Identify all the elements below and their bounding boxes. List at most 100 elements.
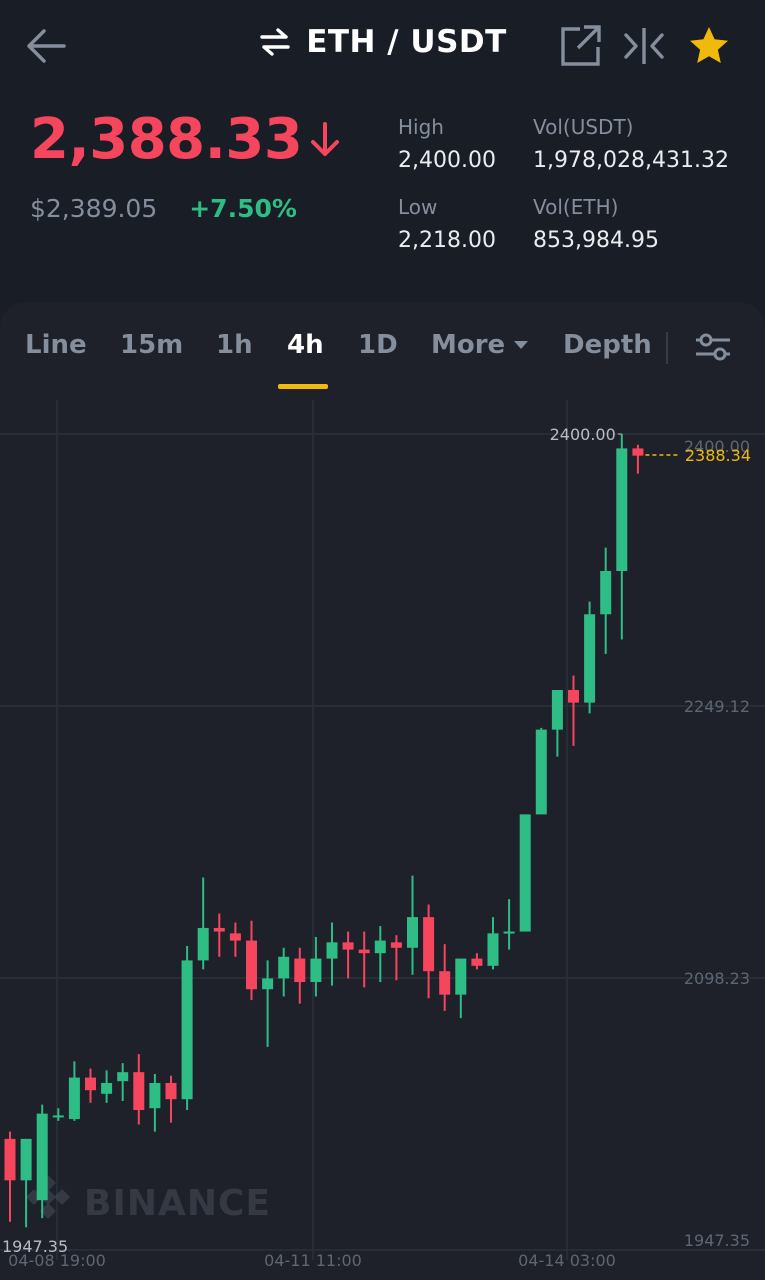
candle-body — [4, 1138, 16, 1181]
candle-body — [390, 942, 402, 948]
candle-body — [36, 1113, 48, 1201]
candle — [4, 1131, 16, 1222]
candle-body — [535, 729, 547, 815]
tab-more-label: More — [431, 330, 506, 360]
vol-eth-value: 853,984.95 — [533, 228, 659, 253]
tab-more[interactable]: More — [431, 330, 529, 360]
candle-body — [632, 448, 644, 456]
candle — [310, 936, 322, 997]
candle — [197, 877, 209, 970]
vol-usdt-label: Vol(USDT) — [533, 115, 634, 139]
candle-body — [294, 958, 306, 983]
active-tab-indicator — [278, 384, 328, 389]
compare-icon — [624, 28, 664, 64]
candle — [632, 444, 644, 474]
candle-body — [584, 614, 596, 703]
candle-body — [423, 917, 435, 972]
candle — [503, 899, 515, 950]
tab-divider — [666, 332, 668, 364]
candle — [423, 904, 435, 999]
star-icon — [690, 27, 728, 63]
candle-body — [455, 958, 467, 995]
tab-1h[interactable]: 1h — [216, 330, 253, 360]
candlestick-chart[interactable]: BINANCE 2400.00 2249.12 2098.23 1947.35 04-0… — [0, 390, 765, 1280]
candle — [278, 947, 290, 997]
candle-body — [133, 1072, 145, 1111]
usd-price: $2,389.05 — [30, 194, 158, 223]
top-bar: ETH / USDT — [0, 0, 765, 95]
favorite-button[interactable] — [687, 24, 731, 68]
candle-body — [262, 978, 274, 990]
tab-4h[interactable]: 4h — [287, 330, 324, 360]
candle — [165, 1075, 177, 1123]
last-price: 2,388.33 — [30, 112, 342, 168]
x-tick-label: 04-11 11:00 — [264, 1251, 362, 1270]
candle — [455, 958, 467, 1019]
external-link-icon — [561, 25, 601, 66]
vol-usdt-value: 1,978,028,431.32 — [533, 148, 729, 173]
candle-body — [503, 931, 515, 934]
sliders-icon — [696, 333, 730, 361]
y-tick-label: 2098.23 — [684, 969, 750, 988]
last-price-label: 2388.34 — [685, 446, 751, 465]
candle-body — [600, 571, 612, 615]
tab-line[interactable]: Line — [25, 330, 87, 360]
low-label: Low — [398, 195, 438, 219]
back-button[interactable] — [22, 24, 70, 68]
pair-title: ETH / USDT — [306, 24, 507, 60]
candle-body — [616, 448, 628, 572]
candle-body — [278, 956, 290, 979]
candle-body — [181, 960, 193, 1100]
tab-15m[interactable]: 15m — [120, 330, 184, 360]
compare-button[interactable] — [622, 24, 666, 68]
candle — [85, 1068, 96, 1103]
candle — [117, 1063, 129, 1102]
candle-body — [197, 927, 209, 961]
candle-body — [213, 927, 225, 932]
arrow-left-icon — [27, 29, 66, 63]
candle-body — [117, 1072, 129, 1082]
candle-body — [568, 689, 579, 703]
candle — [246, 920, 257, 1001]
candle — [568, 675, 579, 746]
candle-body — [149, 1082, 161, 1109]
candle — [390, 935, 402, 981]
high-label: High — [398, 115, 444, 139]
candle — [68, 1061, 80, 1121]
candle-body — [551, 689, 563, 730]
candle-body — [326, 942, 338, 959]
vol-eth-label: Vol(ETH) — [533, 195, 619, 219]
candle-body — [246, 940, 257, 990]
candle — [181, 945, 193, 1111]
swap-icon — [260, 28, 290, 56]
candle-body — [439, 971, 451, 995]
candle-body — [229, 933, 241, 941]
candle-body — [165, 1082, 177, 1100]
candle — [52, 1108, 64, 1121]
tab-depth[interactable]: Depth — [563, 330, 652, 360]
pair-selector[interactable]: ETH / USDT — [258, 24, 507, 60]
last-price-value: 2,388.33 — [30, 107, 303, 172]
min-price-label: 1947.35 — [2, 1237, 68, 1256]
candle — [326, 922, 338, 986]
watermark-text: BINANCE — [84, 1183, 271, 1224]
candle-body — [342, 942, 354, 950]
candle-body — [85, 1077, 96, 1091]
candle-body — [101, 1082, 113, 1094]
candle — [374, 926, 386, 983]
candle — [36, 1104, 48, 1219]
external-link-button[interactable] — [560, 24, 602, 68]
candle-body — [407, 917, 418, 948]
binance-watermark: BINANCE — [26, 1175, 271, 1224]
tab-1d[interactable]: 1D — [358, 330, 398, 360]
chart-settings-button[interactable] — [694, 330, 732, 368]
caret-down-icon — [514, 341, 529, 349]
candle — [101, 1070, 113, 1103]
candle — [551, 689, 563, 757]
change-percent: +7.50% — [189, 194, 297, 223]
candle-body — [52, 1115, 64, 1118]
candle — [519, 814, 531, 932]
candle-body — [68, 1077, 80, 1120]
candle — [342, 931, 354, 979]
y-tick-label: 2249.12 — [684, 697, 750, 716]
